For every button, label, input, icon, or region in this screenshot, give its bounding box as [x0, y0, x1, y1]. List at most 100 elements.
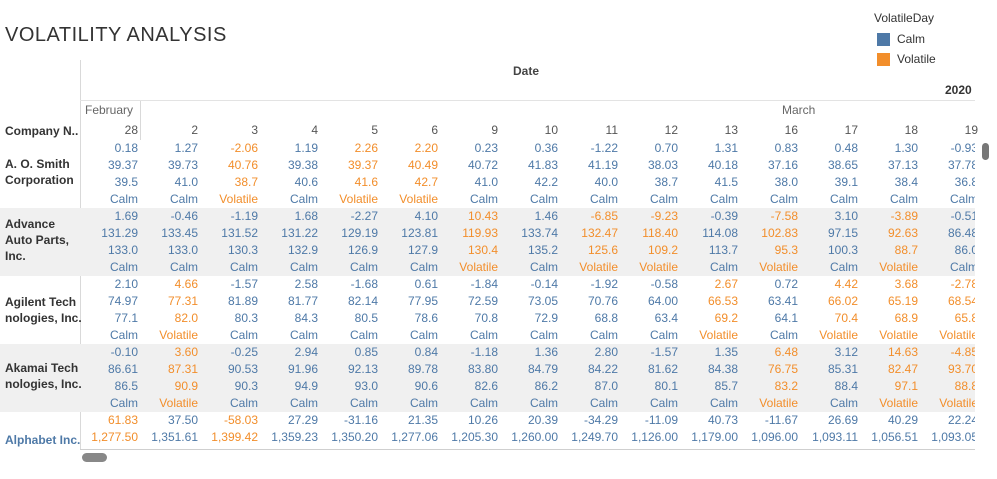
change-value[interactable]: -0.51	[950, 209, 975, 223]
close-price[interactable]: 66.53	[707, 294, 738, 308]
volatility-status[interactable]: Volatile	[759, 260, 798, 274]
volatility-status[interactable]: Calm	[529, 328, 558, 342]
change-value[interactable]: 2.80	[594, 345, 618, 359]
change-value[interactable]: 2.58	[294, 277, 318, 291]
change-value[interactable]: -0.10	[110, 345, 138, 359]
change-value[interactable]: -11.67	[764, 413, 798, 427]
close-price[interactable]: 131.22	[281, 226, 318, 240]
company-name[interactable]: Akamai Tech	[5, 361, 79, 375]
change-value[interactable]: -11.09	[644, 413, 678, 427]
close-price[interactable]: 91.96	[287, 362, 318, 376]
change-value[interactable]: 0.61	[414, 277, 438, 291]
company-name[interactable]: Corporation	[5, 173, 74, 187]
close-price[interactable]: 90.53	[227, 362, 258, 376]
range-value[interactable]: 100.3	[827, 243, 858, 257]
close-price[interactable]: 37.78	[947, 158, 975, 172]
change-value[interactable]: 0.83	[774, 141, 798, 155]
close-price[interactable]: 1,260.00	[511, 430, 558, 444]
company-name[interactable]: nologies, Inc.	[5, 377, 82, 391]
volatility-status[interactable]: Calm	[889, 192, 918, 206]
close-price[interactable]: 131.29	[101, 226, 138, 240]
range-value[interactable]: 88.4	[834, 379, 858, 393]
close-price[interactable]: 114.08	[702, 226, 738, 240]
horizontal-scroll-thumb[interactable]	[82, 453, 107, 462]
volatility-status[interactable]: Calm	[289, 396, 318, 410]
close-price[interactable]: 41.83	[527, 158, 558, 172]
range-value[interactable]: 86.0	[954, 243, 975, 257]
change-value[interactable]: 3.60	[174, 345, 198, 359]
range-value[interactable]: 133.0	[167, 243, 198, 257]
change-value[interactable]: -0.25	[230, 345, 258, 359]
range-value[interactable]: 93.0	[354, 379, 378, 393]
volatility-status[interactable]: Calm	[709, 192, 738, 206]
change-value[interactable]: -1.57	[650, 345, 678, 359]
change-value[interactable]: -3.89	[890, 209, 918, 223]
volatility-status[interactable]: Volatile	[699, 328, 738, 342]
change-value[interactable]: -1.19	[230, 209, 258, 223]
change-value[interactable]: 1.69	[114, 209, 138, 223]
range-value[interactable]: 125.6	[587, 243, 618, 257]
range-value[interactable]: 126.9	[347, 243, 378, 257]
range-value[interactable]: 40.6	[294, 175, 318, 189]
change-value[interactable]: -0.93	[950, 141, 975, 155]
change-value[interactable]: -0.39	[710, 209, 738, 223]
close-price[interactable]: 85.31	[827, 362, 858, 376]
volatility-status[interactable]: Calm	[469, 192, 498, 206]
change-value[interactable]: 1.19	[294, 141, 318, 155]
change-value[interactable]: -34.29	[583, 413, 618, 427]
range-value[interactable]: 41.6	[354, 175, 378, 189]
range-value[interactable]: 127.9	[407, 243, 438, 257]
change-value[interactable]: 1.68	[294, 209, 318, 223]
range-value[interactable]: 88.8	[954, 379, 975, 393]
close-price[interactable]: 1,399.42	[211, 430, 258, 444]
close-price[interactable]: 38.65	[827, 158, 858, 172]
volatility-status[interactable]: Calm	[169, 192, 198, 206]
range-value[interactable]: 38.0	[774, 175, 798, 189]
change-value[interactable]: -1.68	[350, 277, 378, 291]
range-value[interactable]: 42.2	[534, 175, 558, 189]
change-value[interactable]: 14.63	[887, 345, 918, 359]
range-value[interactable]: 70.8	[474, 311, 498, 325]
volatility-status[interactable]: Calm	[649, 192, 678, 206]
close-price[interactable]: 87.31	[167, 362, 198, 376]
close-price[interactable]: 102.83	[761, 226, 798, 240]
range-value[interactable]: 72.9	[534, 311, 558, 325]
change-value[interactable]: 1.31	[714, 141, 738, 155]
close-price[interactable]: 1,056.51	[871, 430, 918, 444]
change-value[interactable]: 2.26	[354, 141, 378, 155]
close-price[interactable]: 73.05	[527, 294, 558, 308]
range-value[interactable]: 82.0	[174, 311, 198, 325]
range-value[interactable]: 63.4	[654, 311, 678, 325]
close-price[interactable]: 40.18	[707, 158, 738, 172]
volatility-status[interactable]: Volatile	[939, 396, 975, 410]
change-value[interactable]: 0.85	[354, 345, 378, 359]
change-value[interactable]: 4.42	[834, 277, 858, 291]
vertical-scroll-thumb[interactable]	[982, 143, 989, 160]
range-value[interactable]: 38.4	[894, 175, 918, 189]
volatility-status[interactable]: Volatile	[759, 396, 798, 410]
volatility-status[interactable]: Volatile	[339, 192, 378, 206]
volatility-status[interactable]: Calm	[829, 260, 858, 274]
change-value[interactable]: -1.92	[590, 277, 618, 291]
volatility-status[interactable]: Calm	[649, 396, 678, 410]
change-value[interactable]: 40.73	[707, 413, 738, 427]
change-value[interactable]: 3.68	[894, 277, 918, 291]
change-value[interactable]: -2.27	[350, 209, 378, 223]
range-value[interactable]: 132.9	[287, 243, 318, 257]
volatility-status[interactable]: Calm	[829, 192, 858, 206]
volatility-status[interactable]: Calm	[709, 260, 738, 274]
range-value[interactable]: 130.3	[227, 243, 258, 257]
change-value[interactable]: -2.06	[230, 141, 258, 155]
volatility-status[interactable]: Calm	[109, 260, 138, 274]
volatility-status[interactable]: Volatile	[159, 328, 198, 342]
change-value[interactable]: 22.24	[947, 413, 975, 427]
close-price[interactable]: 82.14	[347, 294, 378, 308]
volatility-status[interactable]: Calm	[349, 328, 378, 342]
close-price[interactable]: 81.89	[227, 294, 258, 308]
volatility-status[interactable]: Calm	[289, 260, 318, 274]
change-value[interactable]: 0.70	[654, 141, 678, 155]
volatility-status[interactable]: Calm	[109, 328, 138, 342]
change-value[interactable]: 0.84	[414, 345, 438, 359]
range-value[interactable]: 80.1	[654, 379, 678, 393]
close-price[interactable]: 63.41	[767, 294, 798, 308]
